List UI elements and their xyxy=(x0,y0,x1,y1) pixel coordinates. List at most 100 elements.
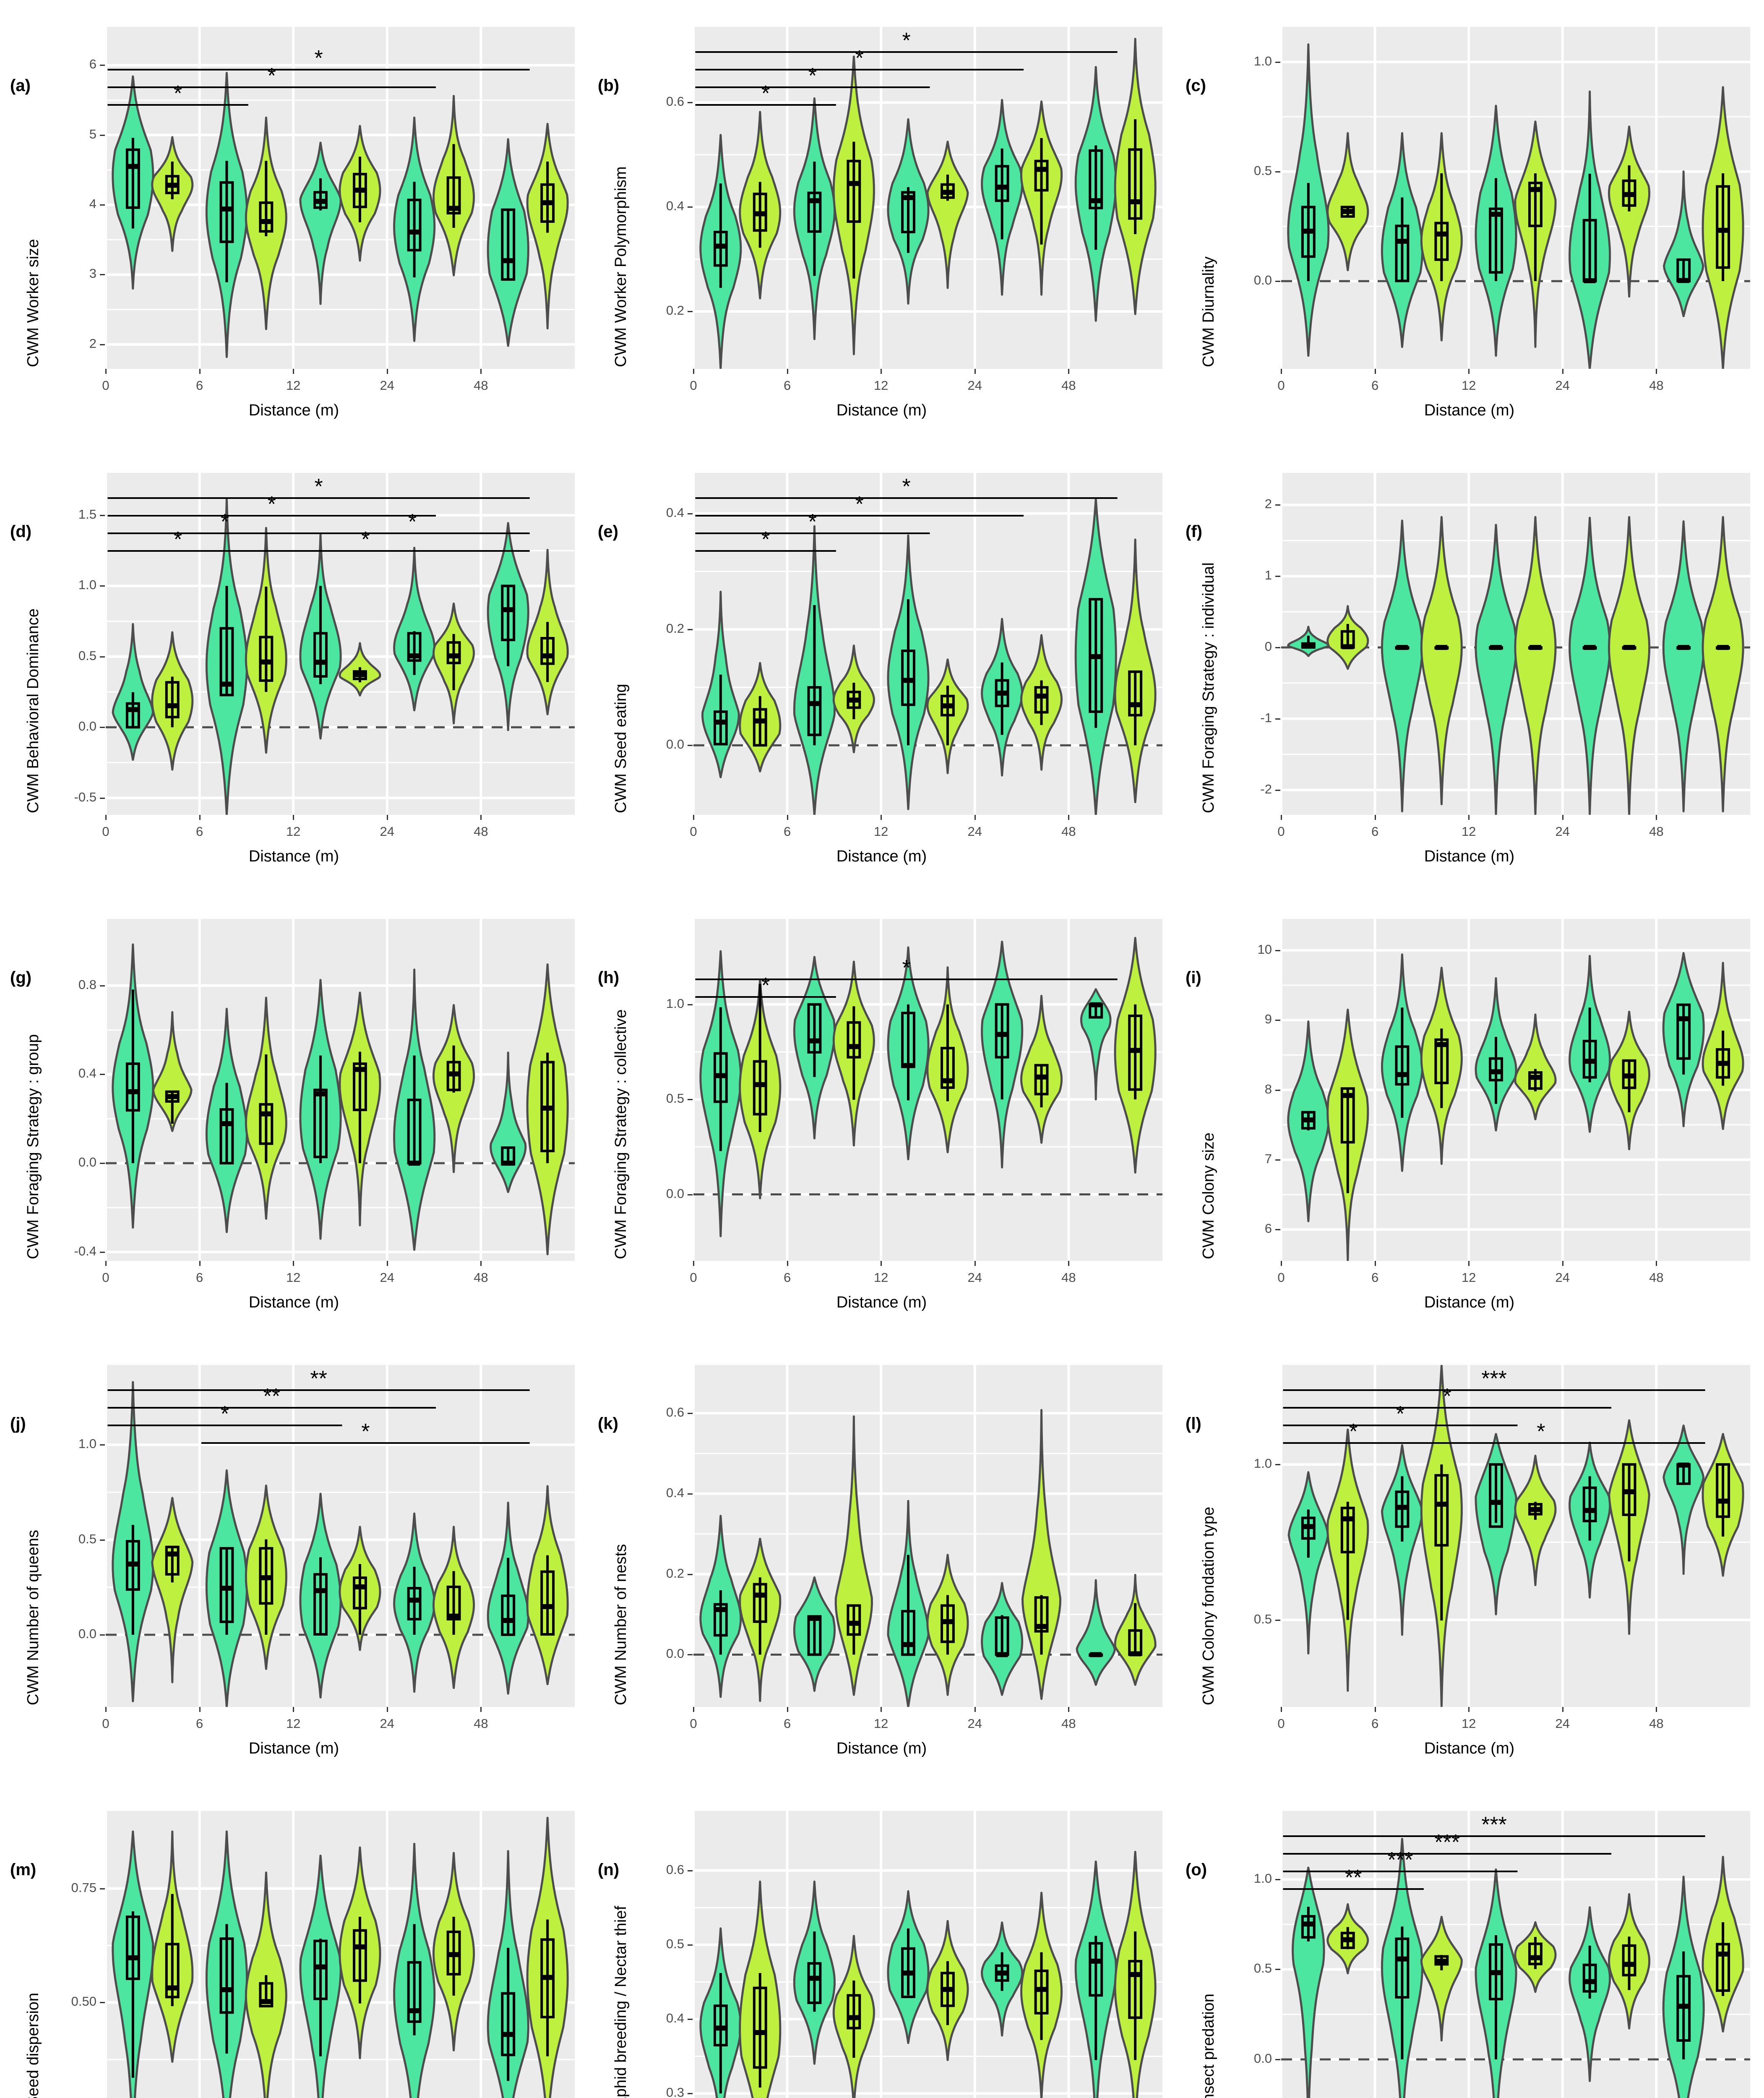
significance-label: * xyxy=(408,510,417,534)
y-tick-label: 0.5 xyxy=(78,1531,96,1546)
y-axis-label-d: CWM Behavioral Dominance xyxy=(24,608,42,813)
x-tick-label: 24 xyxy=(967,824,982,839)
x-tick-mark xyxy=(1281,1707,1282,1712)
x-tick-label: 12 xyxy=(873,824,889,839)
y-tick-mark xyxy=(688,1413,693,1414)
x-axis-label-i: Distance (m) xyxy=(1424,1294,1515,1311)
x-tick-mark xyxy=(105,1707,107,1712)
x-tick-mark xyxy=(1374,369,1376,374)
significance-label: * xyxy=(221,1402,229,1426)
significance-label: * xyxy=(1443,1384,1451,1409)
x-tick-label: 12 xyxy=(1461,1270,1476,1285)
x-tick-label: 48 xyxy=(1649,378,1664,393)
y-tick-label: 0.0 xyxy=(78,1155,96,1170)
y-tick-label: 0.5 xyxy=(1253,1611,1272,1626)
y-tick-mark xyxy=(100,1888,105,1889)
plot-area-c xyxy=(1281,27,1750,369)
plot-area-o: ** *** *** *** xyxy=(1281,1811,1750,2098)
significance-label: * xyxy=(314,475,323,499)
y-tick-label: 0.4 xyxy=(666,2011,684,2026)
y-tick-label: 1 xyxy=(1264,568,1272,583)
x-tick-mark xyxy=(787,369,788,374)
y-axis-label-k: CWM Number of nests xyxy=(612,1544,630,1705)
y-tick-label: 0.6 xyxy=(666,1405,684,1420)
x-tick-label: 48 xyxy=(1061,1716,1076,1731)
y-tick-mark xyxy=(688,1654,693,1656)
x-tick-label: 12 xyxy=(873,1270,889,1285)
y-tick-label: 1.5 xyxy=(78,507,96,522)
x-tick-label: 48 xyxy=(1061,378,1076,393)
panel-a: (a) * * * 2 3 4 5 6 0 6 12 24 48 CWM Worker size Distan… xyxy=(0,0,588,446)
y-tick-mark xyxy=(100,344,105,345)
x-tick-mark xyxy=(386,1707,388,1712)
x-tick-mark xyxy=(1374,815,1376,820)
x-tick-label: 6 xyxy=(195,824,203,839)
y-tick-mark xyxy=(1275,171,1280,172)
y-tick-label: 0.6 xyxy=(666,1862,684,1877)
panel-label-j: (j) xyxy=(10,1414,26,1433)
x-tick-mark xyxy=(105,369,107,374)
x-tick-label: 6 xyxy=(783,1716,791,1731)
y-tick-mark xyxy=(100,1634,105,1636)
x-tick-mark xyxy=(787,1261,788,1266)
significance-label: *** xyxy=(1388,1848,1413,1872)
y-tick-mark xyxy=(1275,1229,1280,1231)
y-axis-label-o: CWM Insect predation xyxy=(1200,1994,1217,2098)
x-tick-mark xyxy=(480,369,482,374)
x-tick-label: 6 xyxy=(783,1270,791,1285)
x-tick-label: 0 xyxy=(1277,824,1285,839)
x-axis-label-j: Distance (m) xyxy=(248,1740,339,1757)
panel-c: (c) 0.0 0.5 1.0 0 6 12 24 48 CWM Diurnality Distan… xyxy=(1175,0,1763,446)
x-tick-mark xyxy=(1068,1707,1070,1712)
significance-label: * xyxy=(902,475,910,499)
x-axis-label-l: Distance (m) xyxy=(1424,1740,1515,1757)
y-tick-label: 4 xyxy=(89,196,96,211)
y-tick-mark xyxy=(100,727,105,728)
panel-i: (i) 6 7 8 9 10 0 6 12 24 48 CWM Colony size Distance… xyxy=(1175,892,1763,1338)
x-tick-label: 12 xyxy=(286,378,301,393)
x-tick-mark xyxy=(480,1707,482,1712)
panel-f: (f) -2 -1 0 1 2 0 6 12 24 48 CWM Foraging Strategy … xyxy=(1175,446,1763,892)
panel-label-l: (l) xyxy=(1186,1414,1201,1433)
x-tick-mark xyxy=(480,815,482,820)
x-tick-mark xyxy=(974,815,976,820)
significance-label: * xyxy=(221,510,229,534)
x-tick-label: 0 xyxy=(690,1716,697,1731)
panel-label-h: (h) xyxy=(598,968,620,987)
panel-m: (m)0.250.500.7506122448CWM Seed dispersi… xyxy=(0,1784,588,2098)
y-axis-label-a: CWM Worker size xyxy=(24,239,42,367)
x-tick-mark xyxy=(199,1261,201,1266)
y-tick-label: 8 xyxy=(1264,1081,1272,1096)
y-tick-label: 0.0 xyxy=(666,1186,684,1201)
y-tick-mark xyxy=(1275,718,1280,720)
y-tick-mark xyxy=(688,1099,693,1101)
x-tick-mark xyxy=(293,369,294,374)
x-tick-mark xyxy=(386,1261,388,1266)
y-tick-label: 0.0 xyxy=(666,1646,684,1661)
y-tick-label: 0.0 xyxy=(1253,273,1272,288)
x-axis-label-f: Distance (m) xyxy=(1424,848,1515,865)
y-tick-label: 0.75 xyxy=(71,1880,96,1895)
y-tick-mark xyxy=(1275,1969,1280,1970)
x-tick-label: 48 xyxy=(474,1716,488,1731)
x-tick-label: 6 xyxy=(1371,378,1379,393)
x-tick-mark xyxy=(1068,1261,1070,1266)
significance-label: * xyxy=(902,956,910,980)
y-tick-mark xyxy=(100,656,105,658)
x-tick-mark xyxy=(974,369,976,374)
y-tick-mark xyxy=(1275,1089,1280,1091)
y-tick-label: 3 xyxy=(89,266,96,281)
x-tick-mark xyxy=(1562,369,1563,374)
panel-label-d: (d) xyxy=(10,522,32,541)
x-tick-mark xyxy=(1374,1261,1376,1266)
x-tick-mark xyxy=(787,815,788,820)
y-tick-mark xyxy=(100,1444,105,1446)
y-tick-label: -0.4 xyxy=(74,1243,96,1258)
x-axis-label-e: Distance (m) xyxy=(836,848,927,865)
x-tick-mark xyxy=(1656,369,1657,374)
y-tick-mark xyxy=(1275,1159,1280,1161)
y-tick-label: 0.0 xyxy=(78,719,96,734)
